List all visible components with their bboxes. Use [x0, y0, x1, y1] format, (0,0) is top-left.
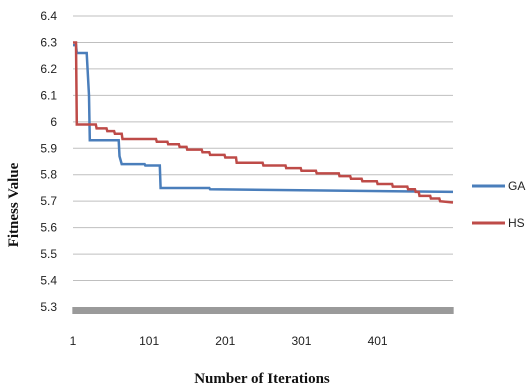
- y-tick-label: 6.1: [40, 88, 57, 102]
- y-tick-label: 5.6: [40, 221, 57, 235]
- x-tick-label: 201: [215, 334, 235, 348]
- series-line-hs: [73, 41, 454, 204]
- x-axis-title: Number of Iterations: [194, 371, 330, 387]
- x-tick-label: 301: [291, 334, 311, 348]
- x-tick-label: 1: [70, 334, 77, 348]
- y-tick-label: 5.5: [40, 247, 57, 261]
- y-axis-ticks: 5.3 5.4 5.5 5.6 5.7 5.8 5.9 6 6.1 6.2 6.3 6.4: [40, 9, 57, 314]
- series-lines: [73, 41, 454, 204]
- y-tick-label: 6.3: [40, 35, 57, 49]
- y-tick-label: 5.7: [40, 194, 57, 208]
- x-axis-band: [73, 307, 453, 314]
- series-line-ga: [73, 43, 454, 194]
- y-tick-label: 6: [50, 115, 57, 129]
- legend-label-ga: GA: [508, 179, 525, 193]
- legend-label-hs: HS: [508, 216, 525, 230]
- y-axis-title: Fitness Value: [6, 162, 22, 247]
- y-tick-label: 6.2: [40, 62, 57, 76]
- x-tick-label: 101: [139, 334, 159, 348]
- x-axis-ticks: 1 101 201 301 401: [70, 334, 388, 348]
- legend: GA HS: [472, 179, 525, 230]
- y-tick-label: 5.3: [40, 300, 57, 314]
- y-tick-label: 5.9: [40, 141, 57, 155]
- y-tick-label: 5.4: [40, 274, 57, 288]
- x-tick-label: 401: [368, 334, 388, 348]
- y-tick-label: 6.4: [40, 9, 57, 23]
- y-tick-label: 5.8: [40, 168, 57, 182]
